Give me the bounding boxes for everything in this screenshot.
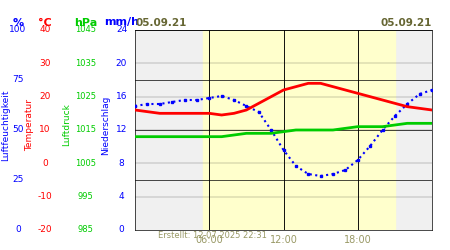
Text: 25: 25: [12, 176, 24, 184]
Text: -20: -20: [38, 226, 52, 234]
Text: 1005: 1005: [75, 159, 96, 168]
Text: 995: 995: [77, 192, 94, 201]
Text: 20: 20: [39, 92, 51, 101]
Bar: [209, 30, 358, 230]
Text: 50: 50: [12, 126, 24, 134]
Text: 10: 10: [39, 126, 51, 134]
Text: %: %: [13, 18, 23, 28]
Text: Erstellt: 12.07.2025 22:31: Erstellt: 12.07.2025 22:31: [158, 231, 266, 240]
Text: 20: 20: [116, 59, 127, 68]
Text: 24: 24: [116, 26, 127, 35]
Text: 1015: 1015: [75, 126, 96, 134]
Text: mm/h: mm/h: [104, 18, 139, 28]
Text: 0: 0: [119, 226, 124, 234]
Text: 0: 0: [15, 226, 21, 234]
Text: Luftdruck: Luftdruck: [62, 104, 71, 146]
Text: 8: 8: [119, 159, 124, 168]
Text: -10: -10: [38, 192, 52, 201]
Text: 1045: 1045: [75, 26, 96, 35]
Text: Temperatur: Temperatur: [25, 99, 34, 151]
Text: 30: 30: [39, 59, 51, 68]
Text: 985: 985: [77, 226, 94, 234]
Text: 1025: 1025: [75, 92, 96, 101]
Text: 75: 75: [12, 76, 24, 84]
Bar: [284, 30, 395, 230]
Text: 0: 0: [42, 159, 48, 168]
Text: 4: 4: [119, 192, 124, 201]
Text: 05.09.21: 05.09.21: [135, 18, 186, 28]
Text: 16: 16: [116, 92, 127, 101]
Text: 05.09.21: 05.09.21: [381, 18, 432, 28]
Text: Niederschlag: Niederschlag: [101, 95, 110, 155]
Bar: [203, 30, 284, 230]
Text: 12: 12: [116, 126, 127, 134]
Text: Luftfeuchtigkeit: Luftfeuchtigkeit: [1, 89, 10, 161]
Text: 1035: 1035: [75, 59, 96, 68]
Text: °C: °C: [38, 18, 52, 28]
Text: 100: 100: [9, 26, 27, 35]
Text: 40: 40: [39, 26, 51, 35]
Text: hPa: hPa: [74, 18, 97, 28]
